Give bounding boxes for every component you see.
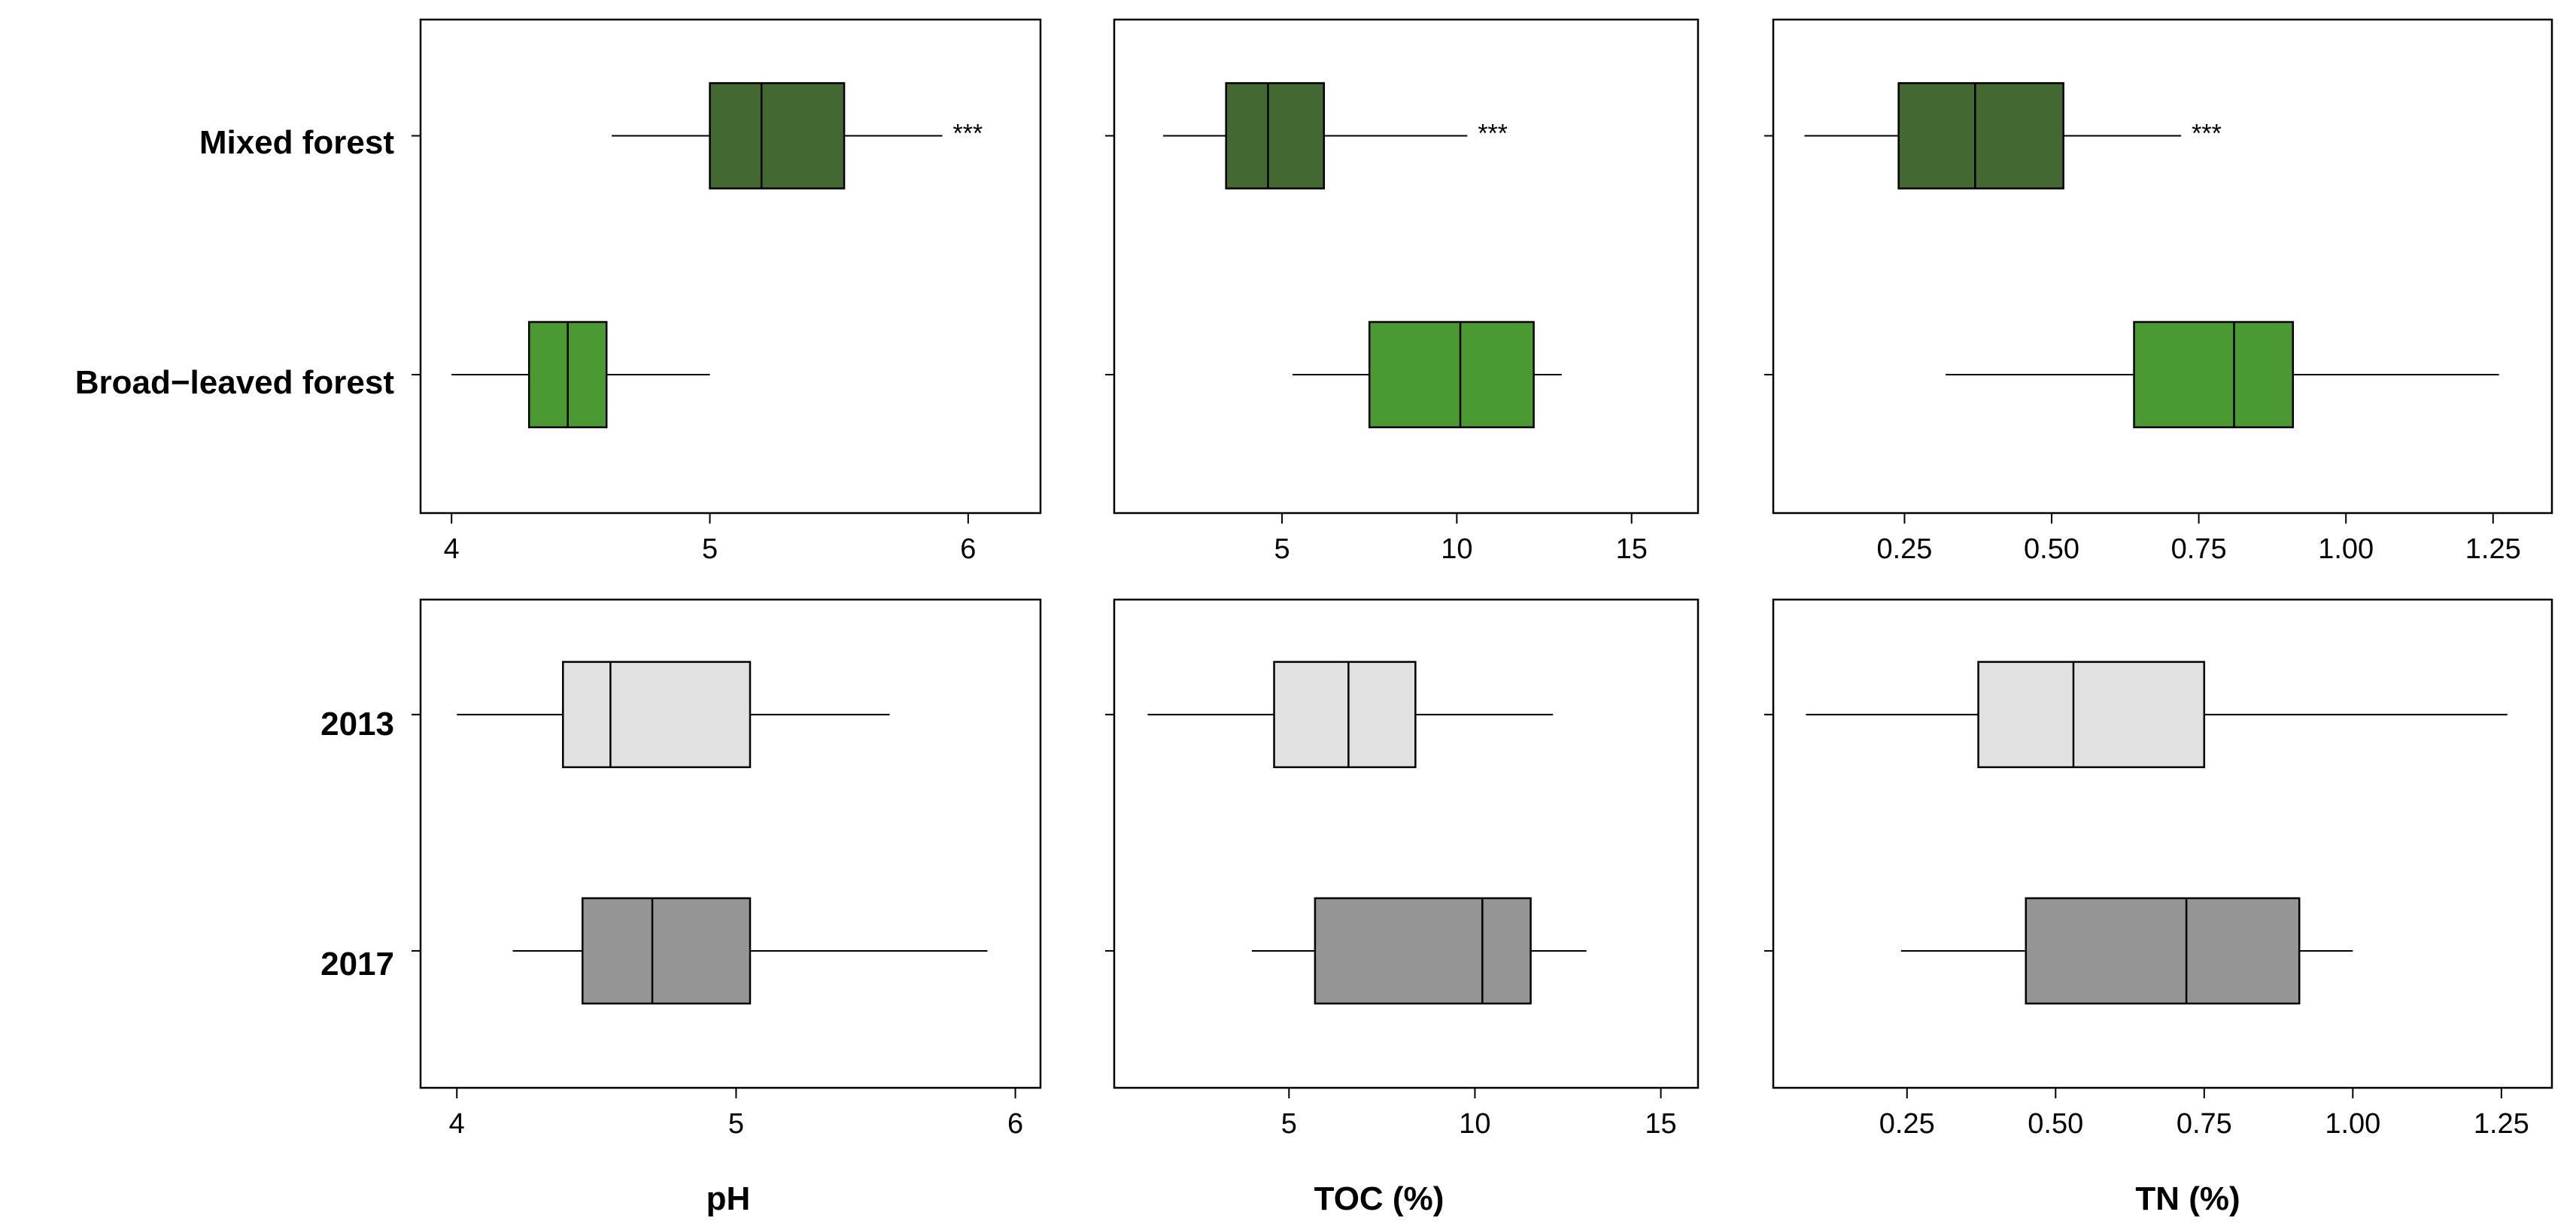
- x-title-toc: TOC (%): [1314, 1180, 1444, 1217]
- x-tick-label: 10: [1441, 533, 1472, 565]
- panel-frame: [1772, 18, 2553, 515]
- x-title-ph: pH: [706, 1180, 751, 1217]
- x-tick-label: 5: [702, 533, 718, 565]
- box-2013: [562, 661, 752, 769]
- x-title-tn: TN (%): [2135, 1180, 2240, 1217]
- x-tick-label: 1.00: [2318, 533, 2374, 565]
- x-tick-label: 1.00: [2325, 1108, 2380, 1140]
- category-label-2017: 2017: [320, 946, 394, 982]
- category-label-broad-leaved-forest: Broad−leaved forest: [75, 364, 395, 401]
- x-tick-label: 6: [960, 533, 976, 565]
- x-tick-label: 0.25: [1879, 1108, 1935, 1140]
- box-2017: [582, 897, 752, 1005]
- box-2017: [1314, 897, 1532, 1005]
- significance-marker: ***: [2192, 119, 2222, 147]
- x-tick-label: 5: [728, 1108, 744, 1140]
- x-tick-label: 15: [1616, 533, 1648, 565]
- x-tick-label: 5: [1281, 1108, 1297, 1140]
- x-tick-label: 1.25: [2465, 533, 2521, 565]
- x-tick-label: 0.75: [2171, 533, 2227, 565]
- x-tick-label: 15: [1645, 1108, 1676, 1140]
- box-2017: [2025, 897, 2301, 1005]
- x-tick-label: 0.75: [2177, 1108, 2232, 1140]
- x-tick-label: 0.25: [1876, 533, 1932, 565]
- box-2013: [1273, 661, 1417, 769]
- box-2013: [1977, 661, 2206, 769]
- significance-marker: ***: [953, 119, 983, 147]
- box-broad-leaved-forest: [1368, 320, 1535, 429]
- panel-frame: [1772, 598, 2553, 1089]
- panel-frame: [1113, 18, 1700, 515]
- x-tick-label: 1.25: [2474, 1108, 2529, 1140]
- box-mixed-forest: [1897, 82, 2064, 190]
- category-label-mixed-forest: Mixed forest: [199, 124, 395, 161]
- x-tick-label: 10: [1459, 1108, 1490, 1140]
- panel-frame: [1113, 598, 1700, 1089]
- x-tick-label: 0.50: [2024, 533, 2079, 565]
- x-tick-label: 0.50: [2028, 1108, 2083, 1140]
- x-tick-label: 4: [444, 533, 460, 565]
- x-tick-label: 4: [449, 1108, 465, 1140]
- box-mixed-forest: [709, 82, 846, 190]
- significance-marker: ***: [1478, 119, 1508, 147]
- category-label-2013: 2013: [320, 706, 394, 743]
- box-broad-leaved-forest: [2133, 320, 2295, 429]
- box-mixed-forest: [1225, 82, 1326, 190]
- x-tick-label: 5: [1274, 533, 1290, 565]
- x-tick-label: 6: [1007, 1108, 1023, 1140]
- panel-frame: [419, 598, 1042, 1089]
- panel-frame: [419, 18, 1042, 515]
